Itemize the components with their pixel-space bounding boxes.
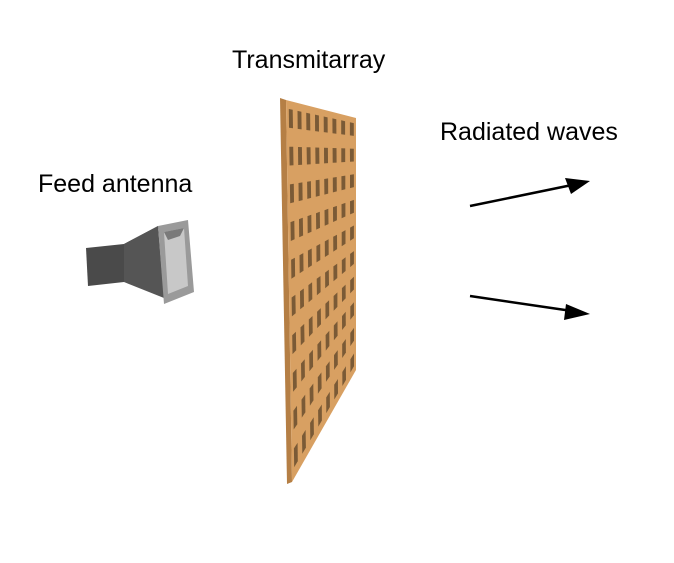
unit-cell-slot xyxy=(334,350,338,370)
unit-cell-slot xyxy=(309,349,314,372)
unit-cell-slot xyxy=(349,148,354,162)
unit-cell-slot xyxy=(341,284,346,303)
unit-cell-slot xyxy=(318,404,322,427)
unit-cell-slot xyxy=(317,308,321,329)
unit-cell-slot xyxy=(342,311,346,330)
unit-cell-slot xyxy=(341,202,346,219)
unit-cell-slot xyxy=(325,300,330,320)
unit-cell-slot xyxy=(293,405,298,430)
unit-cell-slot xyxy=(326,391,330,414)
unit-cell-slot xyxy=(306,112,311,131)
unit-cell-slot xyxy=(301,359,305,382)
horn-aperture-inner xyxy=(164,228,188,294)
unit-cell-slot xyxy=(341,175,346,191)
unit-cell-slot xyxy=(300,323,305,346)
unit-cell-slot xyxy=(298,182,303,202)
unit-cell-slot xyxy=(299,253,304,274)
arrow-icon xyxy=(469,294,573,313)
unit-cell-slot xyxy=(315,114,319,132)
unit-cell-slot xyxy=(342,366,346,386)
unit-cell-slot xyxy=(324,178,329,195)
unit-cell-slot xyxy=(325,361,330,382)
unit-cell-slot xyxy=(291,257,296,279)
unit-cell-slot xyxy=(350,276,354,294)
horn-flare xyxy=(124,226,164,298)
unit-cell-slot xyxy=(308,282,313,303)
radiated-waves-arrows xyxy=(469,178,590,320)
unit-cell-slot xyxy=(325,269,329,289)
unit-cell-slot xyxy=(333,263,338,282)
unit-cell-slot xyxy=(306,147,311,165)
unit-cell-slot xyxy=(300,288,304,310)
radiated-waves-label: Radiated waves xyxy=(440,118,618,146)
unit-cell-slots xyxy=(288,109,354,468)
unit-cell-slot xyxy=(316,243,321,263)
unit-cell-slot xyxy=(301,394,306,418)
unit-cell-slot xyxy=(290,220,295,241)
unit-cell-slot xyxy=(341,120,346,135)
unit-cell-slot xyxy=(350,353,354,373)
unit-cell-slot xyxy=(341,148,346,163)
unit-cell-slot xyxy=(302,429,306,454)
unit-cell-slot xyxy=(307,214,312,234)
unit-cell-slot xyxy=(332,148,337,163)
unit-cell-slot xyxy=(289,183,294,204)
unit-cell-slot xyxy=(299,217,304,238)
transmitarray-panel-icon xyxy=(280,98,356,484)
unit-cell-slot xyxy=(317,340,322,361)
unit-cell-slot xyxy=(324,239,329,257)
unit-cell-slot xyxy=(342,339,346,358)
unit-cell-slot xyxy=(350,302,354,320)
unit-cell-slot xyxy=(350,251,354,268)
unit-cell-slot xyxy=(332,177,337,193)
unit-cell-slot xyxy=(315,147,320,164)
unit-cell-slot xyxy=(291,294,296,317)
unit-cell-slot xyxy=(316,211,320,230)
unit-cell-slot xyxy=(324,147,328,164)
arrow-head-icon xyxy=(564,304,590,320)
unit-cell-slot xyxy=(315,179,320,197)
unit-cell-slot xyxy=(293,442,298,468)
unit-cell-slot xyxy=(325,330,330,351)
arrow-head-icon xyxy=(565,178,590,194)
unit-cell-slot xyxy=(297,110,302,130)
unit-cell-slot xyxy=(308,316,313,337)
feed-antenna-icon xyxy=(86,220,194,304)
transmitarray-label: Transmitarray xyxy=(232,46,386,74)
unit-cell-slot xyxy=(333,321,338,341)
unit-cell-slot xyxy=(341,230,346,247)
unit-cell-slot xyxy=(323,116,328,133)
unit-cell-slot xyxy=(307,248,312,268)
panel-face xyxy=(286,100,356,482)
unit-cell-slot xyxy=(292,368,297,392)
unit-cell-slot xyxy=(310,417,314,441)
unit-cell-slot xyxy=(289,146,294,166)
horn-aperture-shadow xyxy=(164,228,184,240)
unit-cell-slot xyxy=(332,118,337,134)
unit-cell-slot xyxy=(309,383,314,406)
unit-cell-slot xyxy=(324,208,329,226)
unit-cell-slot xyxy=(350,225,354,241)
unit-cell-slot xyxy=(307,181,312,199)
unit-cell-slot xyxy=(292,331,297,355)
unit-cell-slot xyxy=(298,147,303,165)
unit-cell-slot xyxy=(350,174,354,189)
unit-cell-slot xyxy=(334,379,338,400)
horn-waveguide xyxy=(86,244,124,286)
unit-cell-slot xyxy=(350,327,354,347)
unit-cell-slot xyxy=(341,257,346,275)
unit-cell-slot xyxy=(317,372,322,394)
unit-cell-slot xyxy=(333,292,338,311)
unit-cell-slot xyxy=(349,122,354,136)
arrow-icon xyxy=(469,183,573,208)
unit-cell-slot xyxy=(316,276,321,296)
unit-cell-slot xyxy=(288,109,293,129)
unit-cell-slot xyxy=(350,199,354,215)
unit-cell-slot xyxy=(333,234,338,252)
feed-antenna-label: Feed antenna xyxy=(38,170,193,198)
panel-edge xyxy=(280,98,292,484)
unit-cell-slot xyxy=(333,205,337,222)
